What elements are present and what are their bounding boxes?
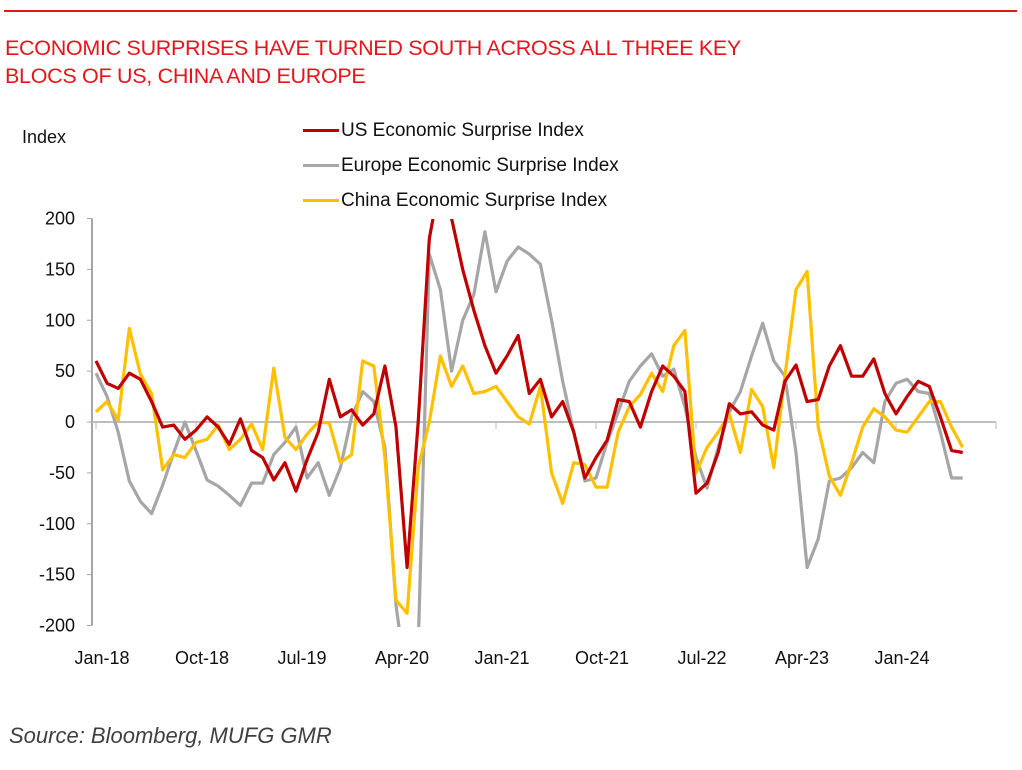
x-tick-label: Apr-23 xyxy=(775,648,829,668)
china-series-line xyxy=(94,269,965,615)
legend-item-us: US Economic Surprise Index xyxy=(303,113,619,148)
y-tick-label: -50 xyxy=(49,463,75,483)
x-tick-label: Jan-21 xyxy=(474,648,529,668)
x-tick-label: Apr-20 xyxy=(375,648,429,668)
y-tick-label: 50 xyxy=(55,361,75,381)
legend-label-europe: Europe Economic Surprise Index xyxy=(341,154,619,176)
y-tick-label: 100 xyxy=(45,310,75,330)
y-tick-label: -200 xyxy=(39,616,75,636)
x-tick-label: Oct-21 xyxy=(575,648,629,668)
x-tick-label: Jul-19 xyxy=(277,648,326,668)
x-tick-label: Jan-24 xyxy=(874,648,929,668)
source-note: Source: Bloomberg, MUFG GMR xyxy=(9,723,332,748)
legend-label-china: China Economic Surprise Index xyxy=(341,189,608,211)
legend-swatch-europe xyxy=(303,164,339,167)
x-tick-label: Jan-18 xyxy=(74,648,129,668)
chart-title-line-1: ECONOMIC SURPRISES HAVE TURNED SOUTH ACR… xyxy=(5,36,741,60)
y-tick-label: 150 xyxy=(45,259,75,279)
x-tick-label: Oct-18 xyxy=(175,648,229,668)
y-tick-label: -150 xyxy=(39,565,75,585)
legend-swatch-us xyxy=(303,129,339,132)
legend: US Economic Surprise Index Europe Econom… xyxy=(303,113,619,218)
y-tick-label: 0 xyxy=(65,412,75,432)
legend-item-europe: Europe Economic Surprise Index xyxy=(303,148,619,183)
legend-label-us: US Economic Surprise Index xyxy=(341,119,584,141)
top-rule xyxy=(4,10,1017,12)
us-series-line xyxy=(94,219,963,570)
chart-title: ECONOMIC SURPRISES HAVE TURNED SOUTH ACR… xyxy=(5,34,1005,90)
y-tick-label: 200 xyxy=(45,209,75,229)
europe-series-line xyxy=(94,230,963,627)
y-axis-label: Index xyxy=(22,127,67,147)
x-tick-label: Jul-22 xyxy=(677,648,726,668)
y-tick-label: -100 xyxy=(39,514,75,534)
series-lines xyxy=(94,219,965,627)
chart-title-line-2: BLOCS OF US, CHINA AND EUROPE xyxy=(5,64,366,88)
legend-swatch-china xyxy=(303,199,339,202)
legend-item-china: China Economic Surprise Index xyxy=(303,183,619,218)
